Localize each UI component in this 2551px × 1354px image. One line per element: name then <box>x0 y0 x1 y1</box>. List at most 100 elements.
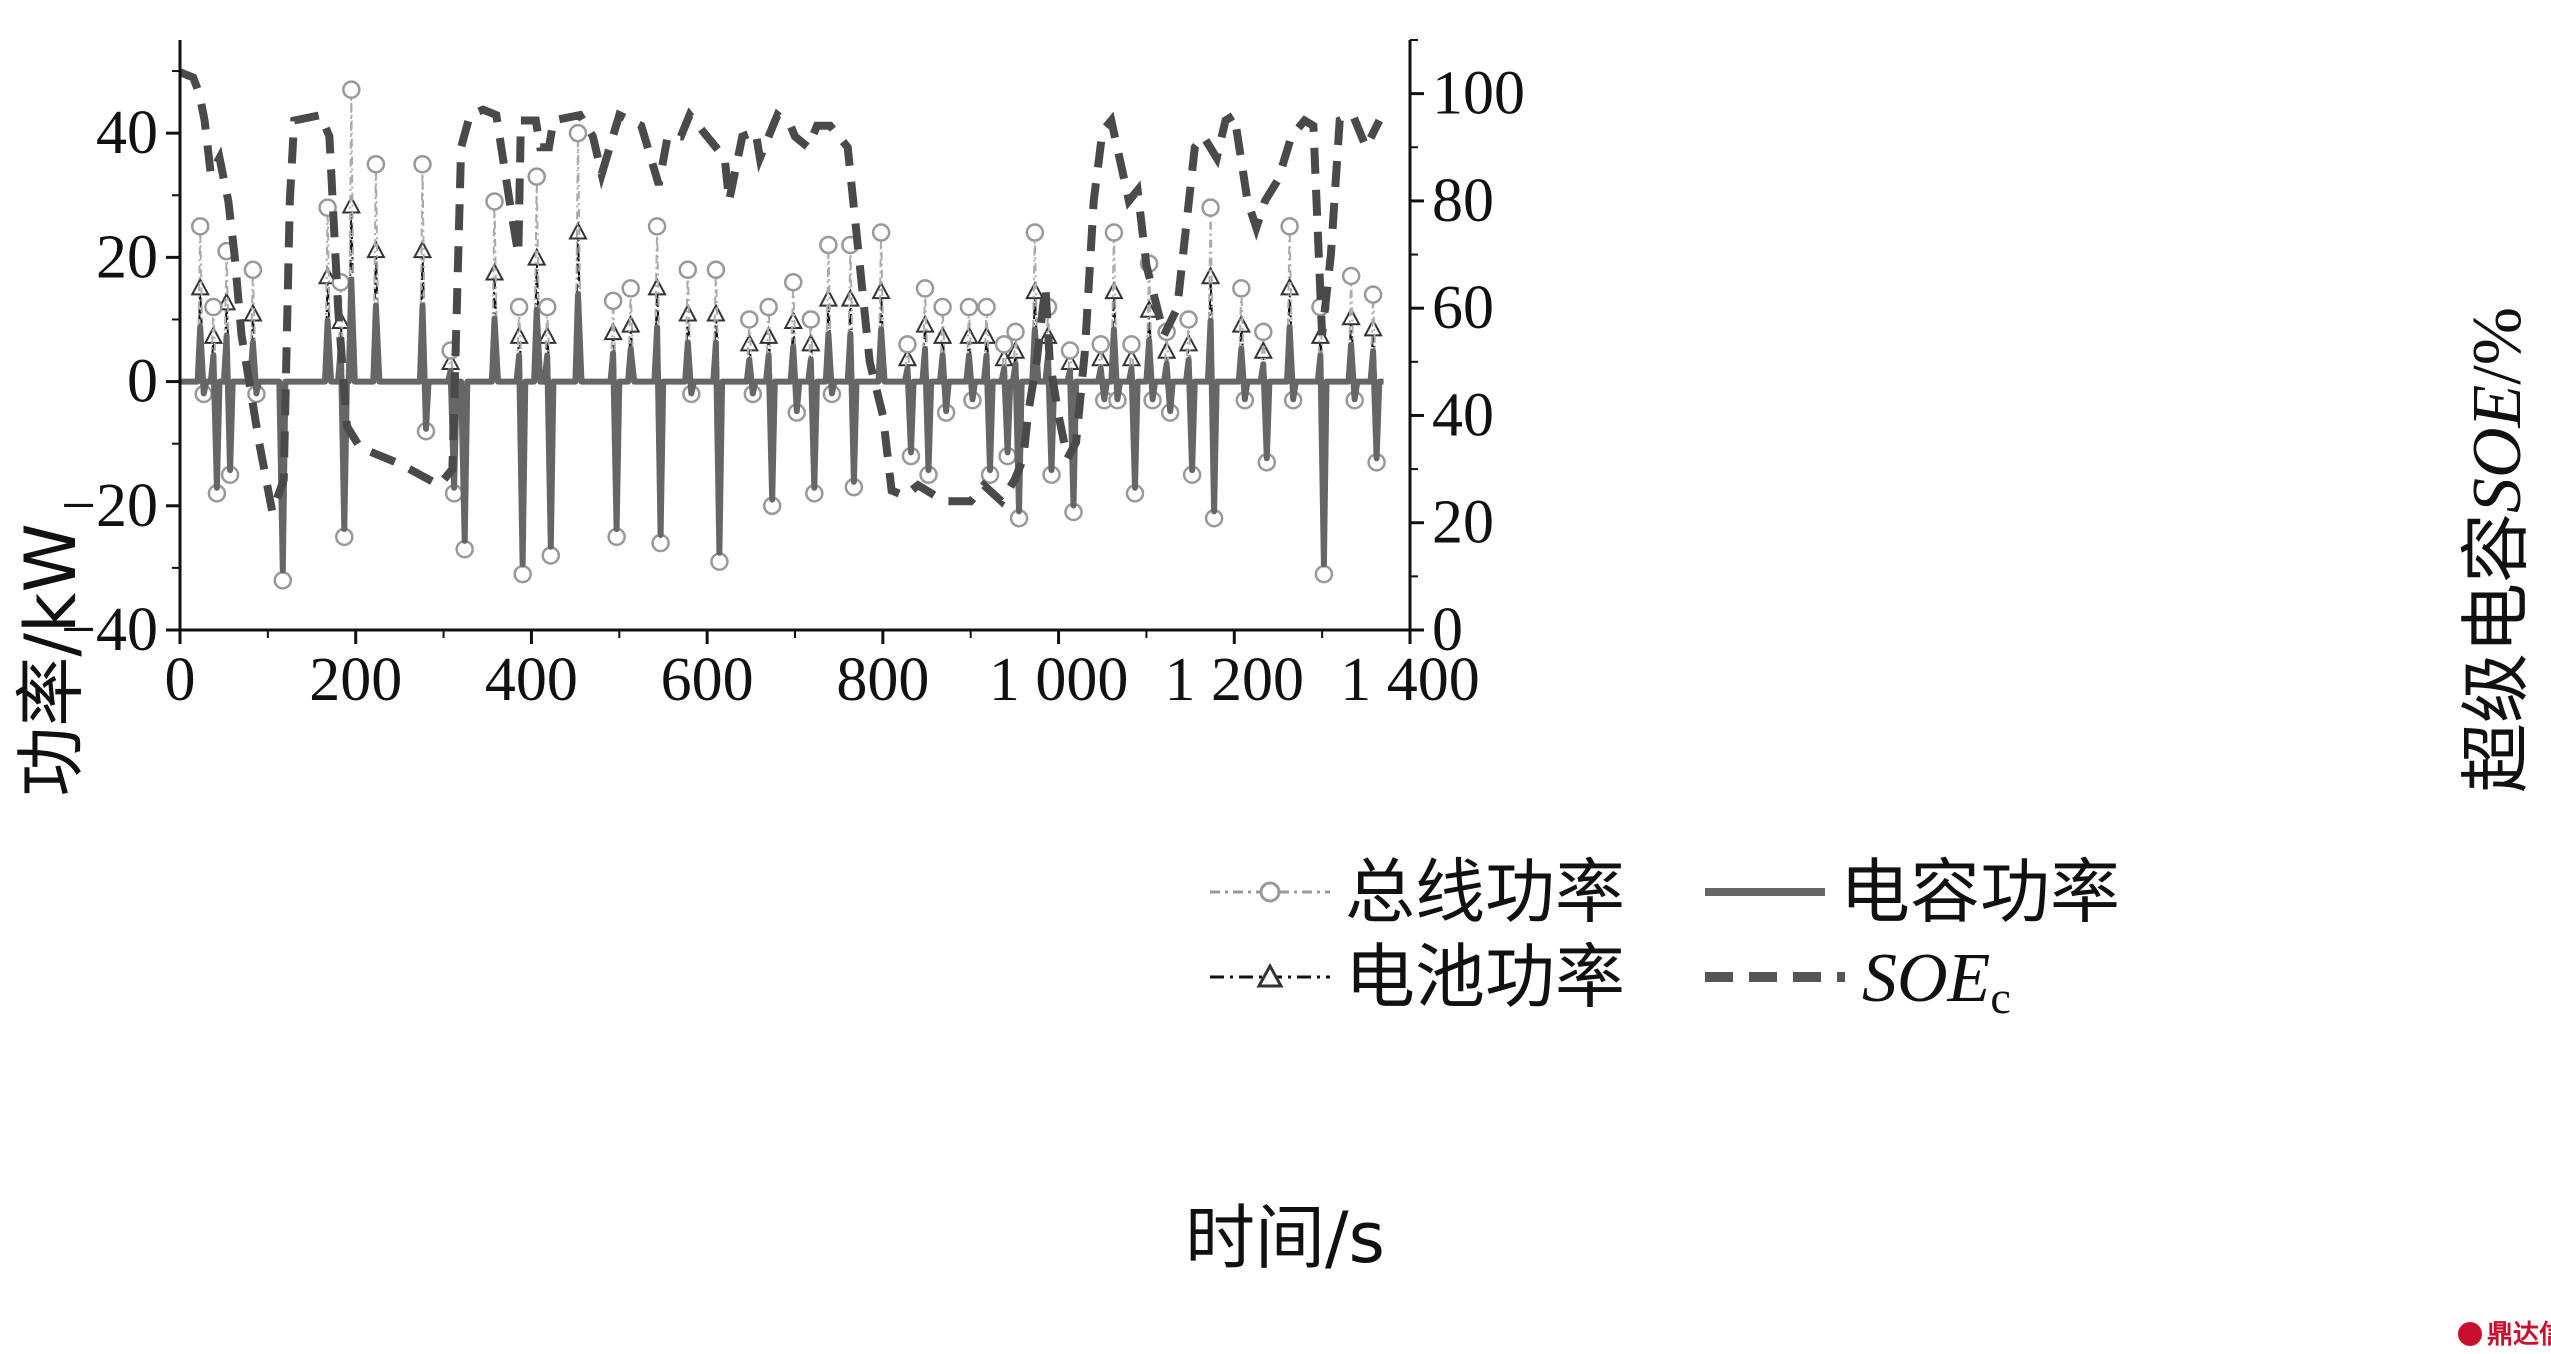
battery-power-point <box>1156 340 1177 359</box>
x-tick-label: 400 <box>485 646 578 714</box>
capacitor-power-line <box>180 276 1384 574</box>
legend-soe-sub: c <box>1990 972 2010 1023</box>
battery-power-point <box>758 325 779 344</box>
bus-power-point <box>273 571 293 590</box>
right-y-tick-label: 100 <box>1432 60 1525 128</box>
bus-power-point <box>366 154 386 174</box>
bus-power-point <box>603 291 623 311</box>
bus-power-point <box>1341 266 1361 286</box>
battery-power-point <box>783 310 803 329</box>
x-tick-label: 600 <box>661 646 754 714</box>
bus-power-point <box>1025 223 1045 242</box>
bus-power-series <box>180 80 1386 590</box>
bus-power-point <box>1280 217 1299 236</box>
legend-bus-marker <box>1259 881 1281 903</box>
bus-power-point <box>994 335 1014 354</box>
battery-power-point <box>216 292 237 311</box>
battery-power-point <box>568 221 588 240</box>
right-y-axis-title: 超级电容SOE/% <box>2455 307 2537 793</box>
axes <box>166 39 1424 644</box>
x-tick-label: 0 <box>165 646 196 714</box>
battery-power-point <box>915 314 935 333</box>
right-y-axis-title-suffix: /% <box>2459 307 2536 385</box>
right-y-axis-title-soe: SOE <box>2459 385 2536 513</box>
bus-power-point <box>959 297 979 317</box>
right-y-tick-label: 40 <box>1432 381 1494 449</box>
left-y-tick-label: 0 <box>127 348 158 416</box>
battery-power-point <box>537 325 557 344</box>
bus-power-point <box>977 297 996 317</box>
watermark: 鼎达信 <box>2458 1320 2551 1350</box>
x-tick-label: 1 200 <box>1165 646 1305 714</box>
bus-power-point <box>1363 285 1383 304</box>
right-y-tick-label: 20 <box>1432 489 1494 557</box>
left-y-tick-label: 20 <box>96 223 158 291</box>
right-y-tick-label: 0 <box>1432 596 1463 664</box>
battery-power-point <box>1341 307 1361 326</box>
bus-power-point <box>678 260 698 280</box>
legend-item-cap: 电容功率 <box>1705 851 2120 933</box>
bus-power-point <box>706 260 726 280</box>
legend-cap-label: 电容功率 <box>1840 851 2120 933</box>
bus-power-point <box>647 217 667 236</box>
bus-power-point <box>204 297 223 317</box>
x-axis-title: 时间/s <box>1185 1197 1385 1279</box>
left-y-axis-title: 功率/kW <box>10 523 92 796</box>
battery-power-point <box>317 266 338 285</box>
left-y-tick-label: −20 <box>61 472 158 540</box>
bus-power-point <box>568 123 588 143</box>
legend-bat-marker <box>1256 962 1284 988</box>
bus-power-point <box>898 335 917 354</box>
battery-power-point <box>1121 348 1142 367</box>
battery-power-point <box>1139 299 1159 318</box>
x-tick-label: 800 <box>836 646 929 714</box>
bus-power-point <box>485 192 504 211</box>
bus-power-point <box>527 167 546 186</box>
right-y-tick-label: 60 <box>1432 274 1494 342</box>
legend: 总线功率 电容功率 电池功率 SOEc <box>1210 851 2120 1023</box>
legend-item-soe: SOEc <box>1705 940 2011 1023</box>
battery-power-point <box>840 288 861 307</box>
left-y-tick-label: 40 <box>96 99 158 167</box>
legend-bus-label: 总线功率 <box>1345 851 1625 933</box>
battery-power-point <box>1279 277 1300 296</box>
legend-soe-main: SOE <box>1862 940 1990 1017</box>
bus-power-line <box>180 89 1384 581</box>
bus-power-point <box>541 546 561 565</box>
battery-power-point <box>527 247 547 266</box>
x-tick-label: 1 400 <box>1340 646 1480 714</box>
legend-bat-label: 电池功率 <box>1345 936 1625 1018</box>
battery-power-point <box>243 303 263 322</box>
bus-power-point <box>871 223 891 242</box>
bus-power-point <box>243 260 263 280</box>
battery-power-point <box>366 240 386 259</box>
bus-power-point <box>740 310 759 329</box>
bus-power-point <box>1091 335 1110 354</box>
battery-power-point <box>484 262 505 281</box>
bus-power-point <box>1060 341 1080 360</box>
battery-power-point <box>1005 340 1026 359</box>
bus-power-point <box>621 279 640 298</box>
battery-power-point <box>871 281 891 300</box>
battery-power-point <box>203 325 224 344</box>
right-y-tick-label: 80 <box>1432 167 1494 235</box>
bus-power-point <box>933 297 952 317</box>
left-y-tick-label: −40 <box>61 596 158 664</box>
bus-power-point <box>513 564 532 584</box>
x-tick-label: 200 <box>309 646 402 714</box>
battery-power-point <box>706 303 726 322</box>
watermark-text: 鼎达信 <box>2487 1320 2551 1350</box>
legend-item-bat: 电池功率 <box>1210 936 1625 1018</box>
bus-power-point <box>190 217 210 236</box>
battery-power-point <box>412 240 433 259</box>
battery-power-point <box>1104 281 1124 300</box>
bus-power-point <box>1104 223 1124 242</box>
battery-power-point <box>1200 266 1221 285</box>
battery-power-point <box>1363 318 1383 337</box>
bus-power-point <box>537 297 557 317</box>
tick-labels: 0 200 400 600 800 1 000 1 200 1 400−40−20020400… <box>61 60 1525 714</box>
soe-series <box>178 68 1383 528</box>
bus-power-point <box>1314 564 1334 584</box>
bus-power-point <box>710 552 729 571</box>
